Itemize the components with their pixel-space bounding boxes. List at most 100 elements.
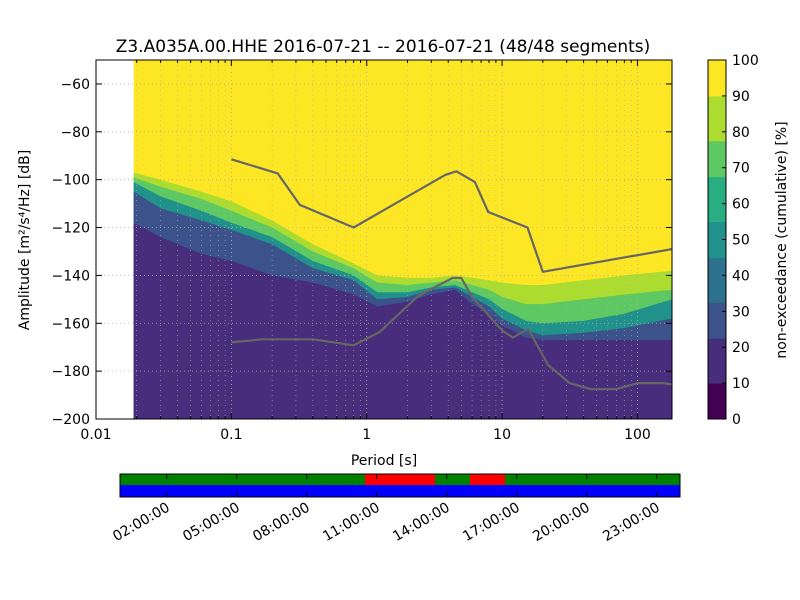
timeline-tick-label: 20:00:00 bbox=[530, 500, 592, 545]
y-tick-label: −160 bbox=[52, 316, 90, 332]
y-tick-label: −60 bbox=[60, 77, 90, 93]
colorbar-cell bbox=[708, 239, 726, 249]
x-tick-label: 100 bbox=[624, 427, 651, 443]
timeline-tick-label: 23:00:00 bbox=[600, 500, 662, 545]
colorbar-cell bbox=[708, 347, 726, 357]
coverage-segment-ok bbox=[120, 474, 365, 485]
coverage-segment-gap bbox=[470, 474, 505, 485]
colorbar-cell bbox=[708, 122, 726, 133]
y-tick-label: −140 bbox=[52, 268, 90, 284]
x-tick-label: 10 bbox=[493, 427, 511, 443]
colorbar-cell bbox=[708, 302, 726, 312]
x-tick-label: 1 bbox=[362, 427, 371, 443]
colorbar-cell bbox=[708, 131, 726, 142]
colorbar-cell bbox=[708, 77, 726, 88]
colorbar-cell bbox=[708, 149, 726, 160]
y-axis-ticks: −200 −180 −160 −140 −120 −100 −80 −60 bbox=[52, 77, 672, 428]
new-low-noise-model-line bbox=[231, 276, 672, 391]
colorbar-cell bbox=[708, 257, 726, 267]
coverage-segment-ok bbox=[505, 474, 680, 485]
x-tick-label: 0.01 bbox=[80, 427, 111, 443]
colorbar-cell bbox=[708, 104, 726, 115]
colorbar-tick-label: 20 bbox=[732, 340, 750, 356]
colorbar-cell bbox=[708, 86, 726, 97]
colorbar-cell bbox=[708, 158, 726, 169]
timeline-tick-label: 14:00:00 bbox=[390, 500, 452, 545]
colorbar-cell bbox=[708, 167, 726, 178]
y-tick-label: −120 bbox=[52, 221, 90, 237]
colorbar-cell bbox=[708, 293, 726, 303]
colorbar-cell bbox=[708, 185, 726, 196]
coverage-segment-ok bbox=[435, 474, 470, 485]
colorbar-cell bbox=[708, 68, 726, 79]
colorbar-cell bbox=[708, 176, 726, 187]
colorbar-tick-label: 70 bbox=[732, 161, 750, 177]
colorbar-tick-label: 60 bbox=[732, 197, 750, 213]
ppsd-title-group: Z3.A035A.00.HHE 2016-07-21 -- 2016-07-21… bbox=[116, 37, 651, 57]
colorbar-cell bbox=[708, 140, 726, 151]
colorbar-cell bbox=[708, 248, 726, 258]
colorbar-cell bbox=[708, 383, 726, 393]
colorbar-cell bbox=[708, 311, 726, 321]
noise-models bbox=[231, 158, 672, 391]
timeline-tick-label: 02:00:00 bbox=[110, 500, 172, 545]
colorbar-cell bbox=[708, 284, 726, 294]
percentile-bands bbox=[133, 60, 672, 419]
colorbar-cell bbox=[708, 113, 726, 124]
data-coverage-timeline: 02:00:00 05:00:00 08:00:00 11:00:00 14:00:00… bbox=[110, 473, 681, 545]
colorbar-cell bbox=[708, 203, 726, 214]
colorbar-tick-label: 0 bbox=[732, 412, 741, 428]
colorbar-cell bbox=[708, 212, 726, 223]
y-tick-label: −180 bbox=[52, 364, 90, 380]
colorbar-cell bbox=[708, 230, 726, 240]
colorbar-tick-label: 10 bbox=[732, 376, 750, 392]
y-tick-label: −100 bbox=[52, 173, 90, 189]
colorbar-cell bbox=[708, 194, 726, 205]
colorbar-cell bbox=[708, 60, 726, 70]
new-high-noise-model-line bbox=[231, 158, 672, 273]
ppsd-plot-area: 0.01 0.1 1 10 100 −200 −180 −160 −140 −120 −100 −8… bbox=[17, 59, 673, 469]
colorbar-cell bbox=[708, 356, 726, 366]
chart-title: Z3.A035A.00.HHE 2016-07-21 -- 2016-07-21… bbox=[116, 37, 651, 57]
timeline-tick-label: 11:00:00 bbox=[320, 500, 382, 545]
colorbar-cell bbox=[708, 275, 726, 285]
coverage-segment-gap bbox=[365, 474, 435, 485]
timeline-tick-label: 17:00:00 bbox=[460, 500, 522, 545]
colorbar-tick-label: 80 bbox=[732, 125, 750, 141]
x-axis-label: Period [s] bbox=[351, 453, 417, 469]
colorbar-cell bbox=[708, 410, 726, 420]
colorbar-tick-label: 90 bbox=[732, 89, 750, 105]
x-tick-label: 0.1 bbox=[220, 427, 242, 443]
colorbar-tick-label: 40 bbox=[732, 268, 750, 284]
y-tick-label: −200 bbox=[52, 412, 90, 428]
timeline-frame bbox=[119, 473, 681, 498]
colorbar: 0 10 20 30 40 50 60 70 80 90 100 non-exceedance (c… bbox=[707, 53, 790, 428]
colorbar-cell bbox=[708, 338, 726, 348]
colorbar-cell bbox=[708, 374, 726, 384]
coverage-bar bbox=[120, 474, 680, 485]
percentile-band-20 bbox=[133, 222, 672, 419]
colorbar-cell bbox=[708, 392, 726, 402]
timeline-tick-label: 05:00:00 bbox=[180, 500, 242, 545]
colorbar-tick-label: 50 bbox=[732, 233, 750, 249]
plot-grid bbox=[96, 60, 672, 419]
colorbar-cells bbox=[708, 60, 726, 420]
colorbar-tick-label: 30 bbox=[732, 304, 750, 320]
colorbar-cell bbox=[708, 266, 726, 276]
colorbar-ticks: 0 10 20 30 40 50 60 70 80 90 100 bbox=[722, 53, 759, 428]
colorbar-cell bbox=[708, 221, 726, 232]
colorbar-cell bbox=[708, 329, 726, 339]
colorbar-cell bbox=[708, 401, 726, 411]
colorbar-cell bbox=[708, 320, 726, 330]
colorbar-tick-label: 100 bbox=[732, 53, 759, 69]
y-tick-label: −80 bbox=[60, 125, 90, 141]
colorbar-cell bbox=[708, 365, 726, 375]
colorbar-cell bbox=[708, 95, 726, 106]
x-axis-ticks: 0.01 0.1 1 10 100 bbox=[80, 60, 651, 443]
timeline-tick-label: 08:00:00 bbox=[250, 500, 312, 545]
availability-bar bbox=[120, 485, 680, 497]
y-axis-label: Amplitude [m²/s⁴/Hz] [dB] bbox=[17, 150, 33, 330]
colorbar-label: non-exceedance (cumulative) [%] bbox=[774, 121, 790, 358]
plot-frame bbox=[95, 59, 673, 420]
